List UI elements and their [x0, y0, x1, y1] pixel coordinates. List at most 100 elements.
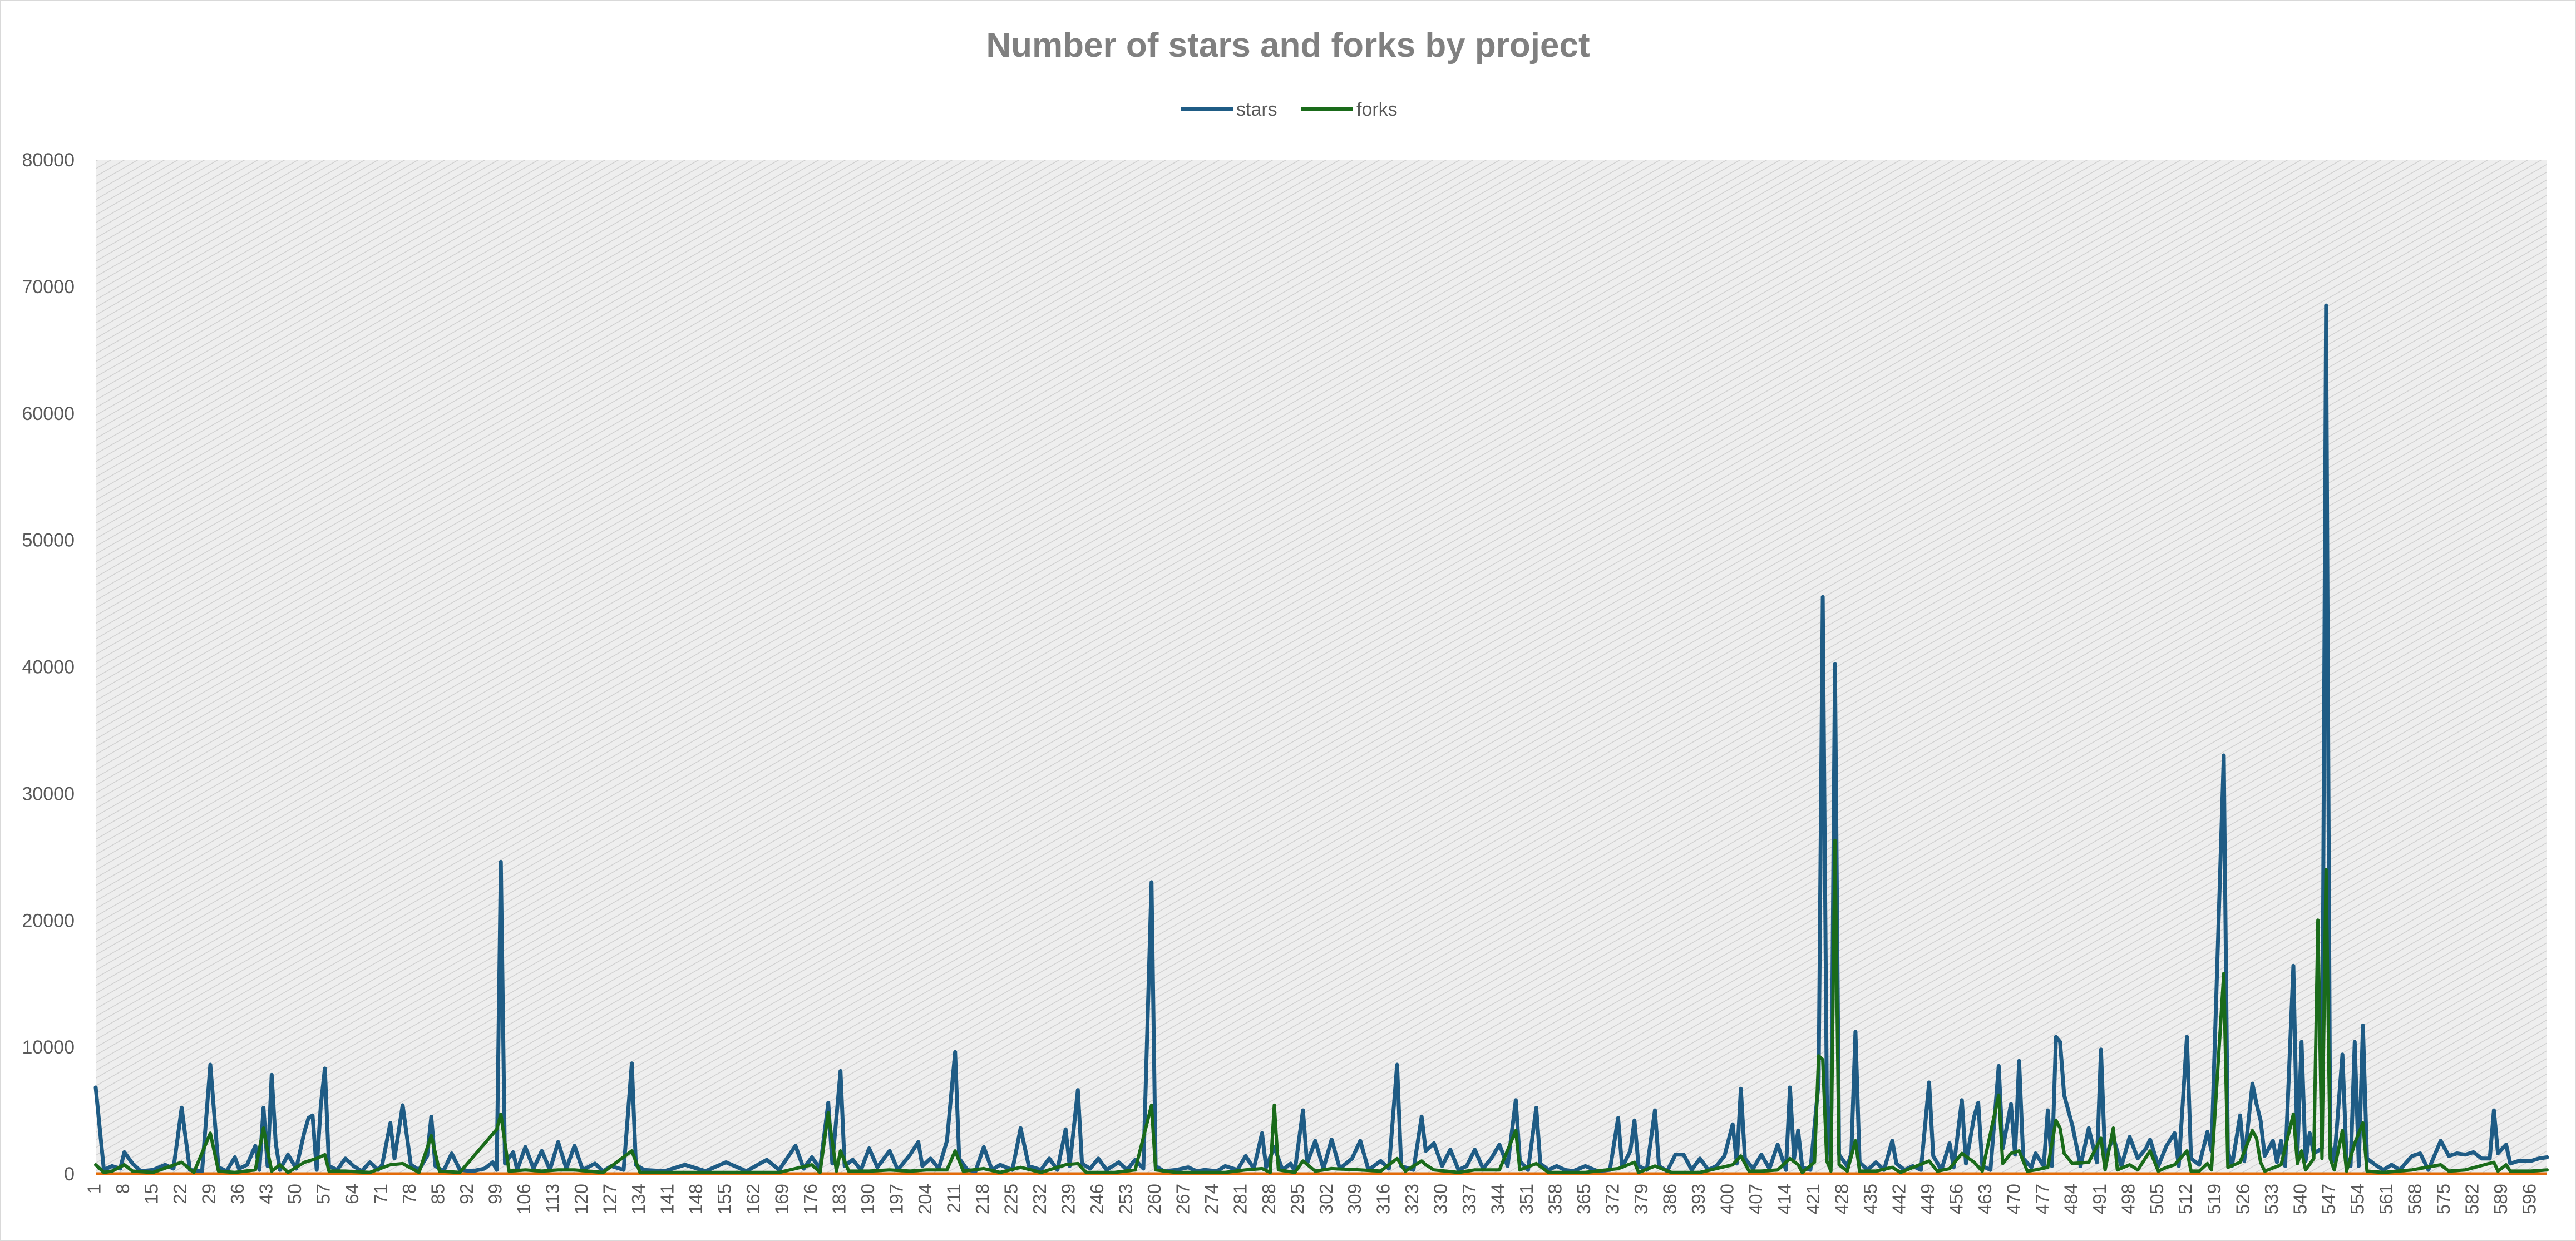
plot-area: [96, 160, 2547, 1174]
x-tick-label: 463: [1975, 1184, 1995, 1214]
x-tick-label: 141: [657, 1184, 678, 1214]
x-axis: 1 8 15 22 29 36 43 50 57 64 71 78 85 92 99 106 113 120 127…: [84, 1172, 2547, 1214]
x-tick-label: 589: [2490, 1184, 2511, 1214]
x-tick-label: 246: [1087, 1184, 1107, 1214]
x-tick-label: 393: [1688, 1184, 1709, 1214]
x-tick-label: 113: [542, 1184, 563, 1213]
y-tick-label: 20000: [22, 910, 75, 931]
x-tick-label: 330: [1430, 1184, 1451, 1214]
y-tick-label: 40000: [22, 657, 75, 678]
x-tick-label: 183: [828, 1184, 849, 1214]
x-tick-label: 57: [313, 1184, 334, 1204]
x-tick-label: 470: [2003, 1184, 2024, 1214]
x-tick-label: 386: [1660, 1184, 1680, 1214]
x-tick-label: 218: [972, 1184, 993, 1214]
y-tick-label: 10000: [22, 1037, 75, 1058]
x-tick-label: 1: [84, 1184, 105, 1194]
x-tick-label: 400: [1717, 1184, 1738, 1214]
x-tick-label: 64: [342, 1184, 362, 1204]
x-tick-label: 568: [2404, 1184, 2425, 1214]
x-tick-label: 582: [2461, 1184, 2482, 1214]
x-tick-label: 36: [227, 1184, 248, 1204]
x-tick-label: 274: [1201, 1184, 1222, 1214]
x-tick-label: 85: [428, 1184, 448, 1204]
x-tick-label: 253: [1115, 1184, 1136, 1214]
x-tick-label: 295: [1287, 1184, 1307, 1214]
x-tick-label: 302: [1316, 1184, 1336, 1214]
x-tick-label: 134: [628, 1184, 649, 1214]
x-tick-label: 106: [514, 1184, 534, 1214]
x-tick-label: 316: [1373, 1184, 1394, 1214]
x-tick-label: 50: [284, 1184, 305, 1204]
x-tick-label: 421: [1803, 1184, 1823, 1214]
x-tick-label: 435: [1860, 1184, 1881, 1214]
series-line-forks: [94, 838, 2549, 1174]
x-tick-label: 512: [2175, 1184, 2195, 1214]
series-layer: [93, 303, 2549, 1174]
legend: stars forks: [1181, 99, 1398, 120]
x-tick-label: 575: [2433, 1184, 2454, 1214]
x-tick-label: 190: [857, 1184, 878, 1214]
x-tick-label: 596: [2519, 1184, 2539, 1214]
x-tick-label: 540: [2289, 1184, 2310, 1214]
x-tick-label: 288: [1259, 1184, 1279, 1214]
x-tick-label: 379: [1631, 1184, 1651, 1214]
x-tick-label: 43: [256, 1184, 277, 1204]
x-tick-label: 442: [1889, 1184, 1909, 1214]
x-tick-label: 78: [399, 1184, 420, 1204]
x-tick-label: 232: [1029, 1184, 1050, 1214]
x-tick-label: 225: [1000, 1184, 1021, 1214]
y-tick-label: 30000: [22, 783, 75, 804]
y-axis: 0 10000 20000 30000 40000 50000 60000 70000 8000…: [22, 150, 75, 1185]
x-tick-label: 484: [2060, 1184, 2081, 1214]
x-tick-label: 204: [915, 1184, 935, 1214]
x-tick-label: 120: [571, 1184, 591, 1214]
x-tick-label: 162: [743, 1184, 763, 1214]
x-tick-label: 99: [485, 1184, 506, 1204]
x-tick-label: 505: [2146, 1184, 2167, 1214]
x-tick-label: 260: [1144, 1184, 1164, 1214]
x-tick-label: 414: [1774, 1184, 1795, 1214]
x-tick-label: 351: [1516, 1184, 1537, 1214]
y-tick-label: 60000: [22, 403, 75, 424]
chart-title: Number of stars and forks by project: [986, 26, 1590, 65]
x-tick-label: 498: [2118, 1184, 2138, 1214]
legend-label-stars: stars: [1236, 99, 1277, 120]
x-tick-label: 526: [2232, 1184, 2253, 1214]
x-tick-label: 533: [2261, 1184, 2282, 1214]
y-tick-label: 0: [64, 1164, 75, 1185]
x-tick-label: 148: [685, 1184, 706, 1214]
x-tick-label: 197: [886, 1184, 906, 1214]
x-tick-label: 372: [1602, 1184, 1623, 1214]
y-tick-label: 70000: [22, 276, 75, 298]
x-tick-label: 337: [1459, 1184, 1479, 1214]
x-tick-label: 407: [1745, 1184, 1766, 1214]
x-tick-label: 211: [943, 1184, 964, 1213]
x-tick-label: 547: [2318, 1184, 2339, 1214]
x-tick-label: 8: [112, 1184, 133, 1194]
x-tick-label: 176: [800, 1184, 821, 1214]
x-tick-label: 15: [141, 1184, 162, 1204]
x-tick-label: 561: [2376, 1184, 2396, 1214]
x-tick-label: 449: [1917, 1184, 1938, 1214]
x-tick-label: 477: [2032, 1184, 2052, 1214]
x-tick-label: 428: [1832, 1184, 1852, 1214]
x-tick-label: 267: [1172, 1184, 1193, 1214]
x-tick-label: 344: [1488, 1184, 1508, 1214]
x-tick-label: 22: [170, 1184, 190, 1204]
x-tick-label: 169: [771, 1184, 792, 1214]
x-tick-label: 323: [1401, 1184, 1422, 1214]
x-tick-label: 365: [1573, 1184, 1594, 1214]
x-tick-label: 71: [371, 1184, 391, 1204]
x-tick-label: 491: [2089, 1184, 2110, 1214]
x-tick-label: 127: [600, 1184, 620, 1214]
y-tick-label: 80000: [22, 150, 75, 171]
x-tick-label: 358: [1545, 1184, 1566, 1214]
x-tick-label: 29: [199, 1184, 219, 1204]
x-tick-label: 155: [714, 1184, 734, 1214]
x-tick-label: 239: [1058, 1184, 1078, 1214]
x-tick-label: 456: [1946, 1184, 1967, 1214]
y-tick-label: 50000: [22, 530, 75, 551]
x-tick-label: 519: [2204, 1184, 2224, 1214]
